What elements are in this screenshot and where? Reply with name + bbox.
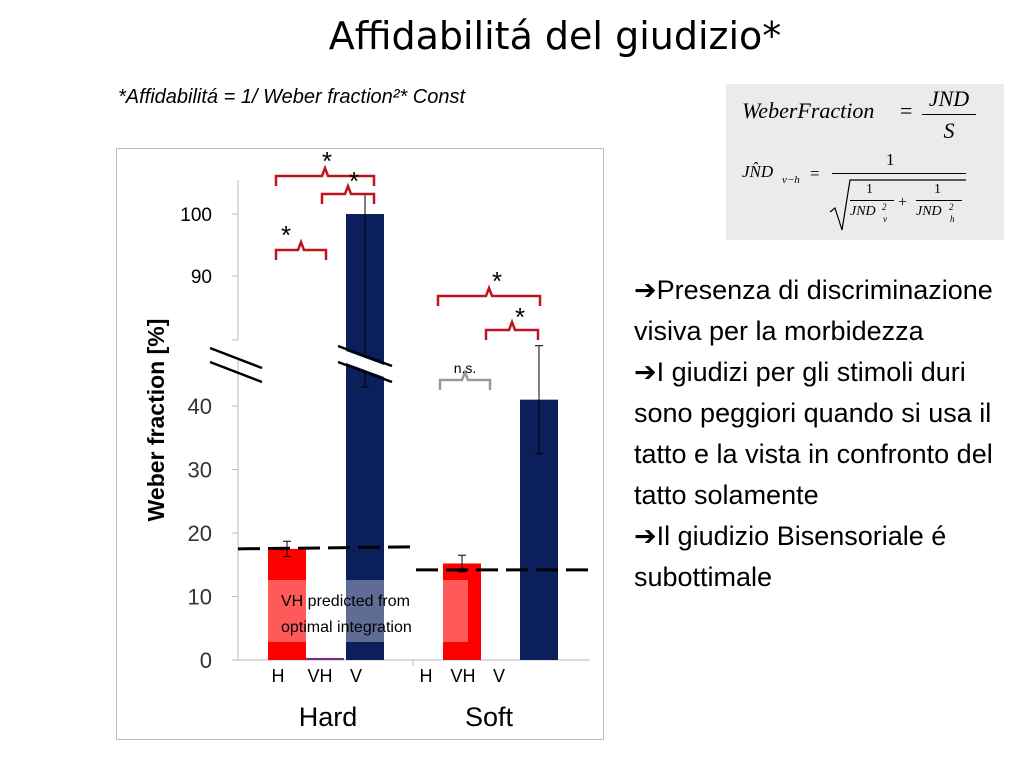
formula-lhs2-sub: v−h [782, 174, 800, 186]
bullet-text: Il giudizio Bisensoriale é subottimale [634, 521, 947, 592]
formula-eq2: = [810, 164, 820, 183]
formula-inner-den-b-sup: 2 [949, 202, 954, 212]
formula-fraction-line [850, 200, 894, 201]
arrow-icon: ➔ [634, 521, 657, 551]
chart-frame [116, 148, 604, 740]
formula-inner-den-a-sub: v [883, 214, 887, 224]
bullet-item: ➔I giudizi per gli stimoli duri sono peg… [634, 352, 1024, 516]
formula-panel: WeberFraction = JND S JN̂D v−h = 1 1 JND… [726, 84, 1004, 240]
sqrt-sign [829, 179, 966, 231]
arrow-icon: ➔ [634, 275, 657, 305]
bullet-text: Presenza di discriminazione visiva per l… [634, 275, 993, 346]
bullet-item: ➔Presenza di discriminazione visiva per … [634, 270, 1024, 352]
formula-inner-num-b: 1 [934, 182, 941, 197]
formula-num1: JND [928, 86, 970, 111]
formula-eq1: = [900, 98, 913, 123]
slide-subtitle: *Affidabilitá = 1/ Weber fraction²* Cons… [118, 86, 466, 108]
bullet-text: I giudizi per gli stimoli duri sono pegg… [634, 357, 993, 510]
slide-title: Affidabilitá del giudizio* [328, 14, 782, 58]
formula-inner-den-b-sub: h [950, 214, 955, 224]
formula-den1: S [943, 118, 955, 143]
formula-fraction-line [832, 173, 966, 174]
formula-inner-num-a: 1 [866, 182, 873, 197]
bullet-list: ➔Presenza di discriminazione visiva per … [634, 270, 1024, 598]
bullet-item: ➔Il giudizio Bisensoriale é subottimale [634, 516, 1024, 598]
formula-plus: + [898, 194, 908, 211]
formula-lhs2: JN̂D [742, 162, 774, 181]
arrow-icon: ➔ [634, 357, 657, 387]
formula-fraction-line [922, 114, 976, 115]
formula-lhs1: WeberFraction [742, 98, 875, 123]
formula-inner-den-b: JND [916, 204, 942, 219]
formula-num2: 1 [886, 150, 895, 169]
formula-inner-den-a-sup: 2 [882, 202, 887, 212]
formula-fraction-line [916, 200, 962, 201]
formula-inner-den-a: JND [850, 204, 876, 219]
